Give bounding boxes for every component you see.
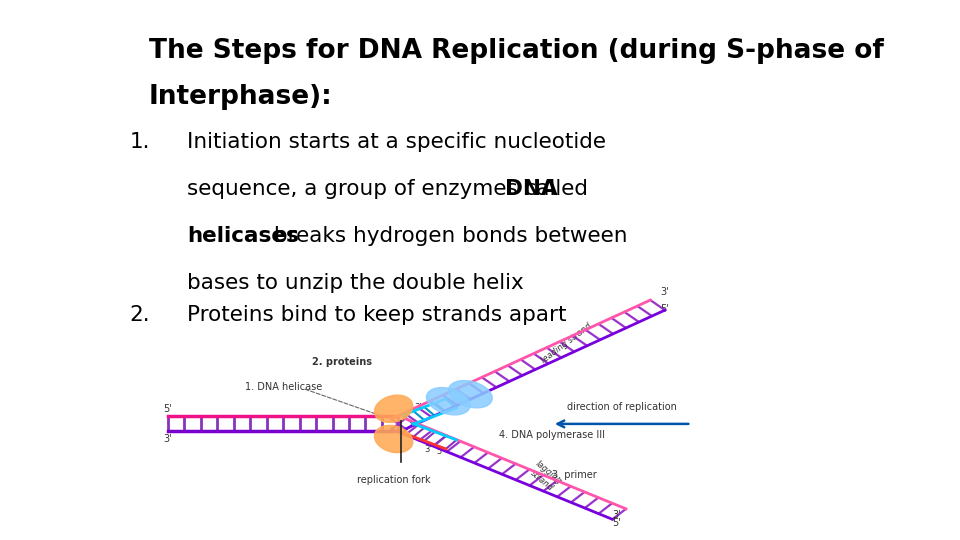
Text: 5': 5' — [612, 518, 621, 529]
Text: 3': 3' — [424, 446, 432, 454]
Text: 5': 5' — [437, 448, 444, 456]
Text: breaks hydrogen bonds between: breaks hydrogen bonds between — [267, 226, 627, 246]
Text: 3': 3' — [415, 403, 422, 412]
Ellipse shape — [374, 426, 413, 453]
Text: 3': 3' — [660, 287, 669, 297]
Text: sequence, a group of enzymes called: sequence, a group of enzymes called — [187, 179, 595, 199]
Text: 3. primer: 3. primer — [552, 470, 597, 480]
Text: The Steps for DNA Replication (during S-phase of: The Steps for DNA Replication (during S-… — [149, 38, 883, 64]
Ellipse shape — [448, 381, 492, 408]
Text: 3': 3' — [612, 510, 621, 521]
Ellipse shape — [374, 395, 413, 422]
Text: 5': 5' — [163, 404, 172, 414]
Ellipse shape — [426, 388, 470, 415]
Text: Interphase):: Interphase): — [149, 84, 332, 110]
Text: 2.: 2. — [130, 305, 150, 325]
Text: 1.: 1. — [130, 132, 150, 152]
Text: Proteins bind to keep strands apart: Proteins bind to keep strands apart — [187, 305, 566, 325]
Text: 3': 3' — [163, 434, 172, 444]
Text: bases to unzip the double helix: bases to unzip the double helix — [187, 273, 524, 293]
Text: leading strand: leading strand — [540, 321, 593, 365]
Text: 4. DNA polymerase III: 4. DNA polymerase III — [499, 430, 605, 440]
Text: 1. DNA helicase: 1. DNA helicase — [245, 382, 322, 392]
Text: direction of replication: direction of replication — [567, 402, 677, 412]
Text: helicases: helicases — [187, 226, 300, 246]
Text: lagging
strand: lagging strand — [527, 459, 564, 494]
Text: Initiation starts at a specific nucleotide: Initiation starts at a specific nucleoti… — [187, 132, 606, 152]
Text: 2. proteins: 2. proteins — [312, 357, 372, 367]
Text: DNA: DNA — [506, 179, 558, 199]
Text: replication fork: replication fork — [357, 475, 430, 485]
Text: 5': 5' — [660, 304, 669, 314]
